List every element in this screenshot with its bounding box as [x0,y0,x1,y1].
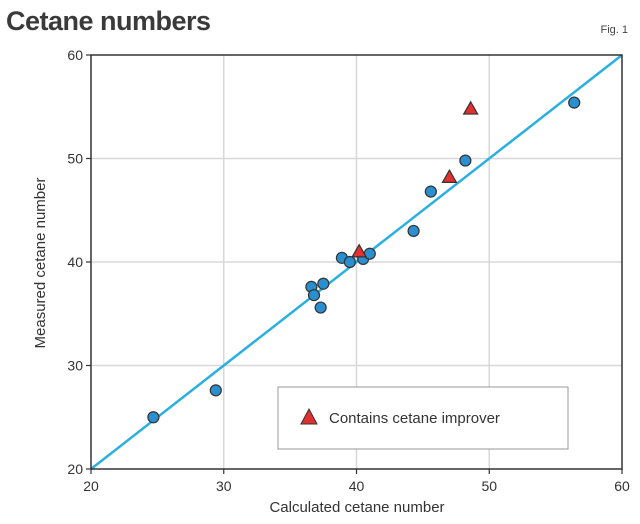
x-tick-label: 50 [481,478,497,494]
data-point [317,277,330,290]
y-tick-label: 40 [67,254,83,270]
x-axis-label: Calculated cetane number [269,499,444,516]
x-tick-label: 30 [216,478,232,494]
x-tick-label: 20 [83,478,99,494]
legend-label: Contains cetane improver [329,410,500,427]
x-tick-label: 40 [349,478,365,494]
data-point [147,411,160,424]
y-tick-label: 30 [67,358,83,374]
y-axis-label: Measured cetane number [32,178,49,349]
legend-box [277,386,569,450]
figure-label: Fig. 1 [600,24,628,36]
axis-ticks: 20 30 40 50 60 20 30 40 50 60 [67,47,630,494]
y-tick-label: 20 [67,461,83,477]
legend-triangle-marker [300,407,318,425]
improver-data-point [441,168,458,183]
x-tick-label: 60 [614,478,630,494]
improver-data-point [351,243,368,258]
data-point [209,384,222,397]
chart-title: Cetane numbers [6,6,211,36]
reference-line [90,54,623,470]
data-point [424,185,437,198]
improver-data-point [462,100,479,115]
data-point [407,224,420,238]
data-point [307,289,321,302]
data-point [343,255,356,269]
data-point [314,301,327,314]
data-point [459,154,472,167]
data-points [147,96,581,424]
data-point [568,96,581,109]
data-point [363,247,376,260]
y-tick-label: 50 [67,151,83,167]
y-tick-label: 60 [67,47,83,63]
legend: Contains cetane improver [277,386,569,450]
